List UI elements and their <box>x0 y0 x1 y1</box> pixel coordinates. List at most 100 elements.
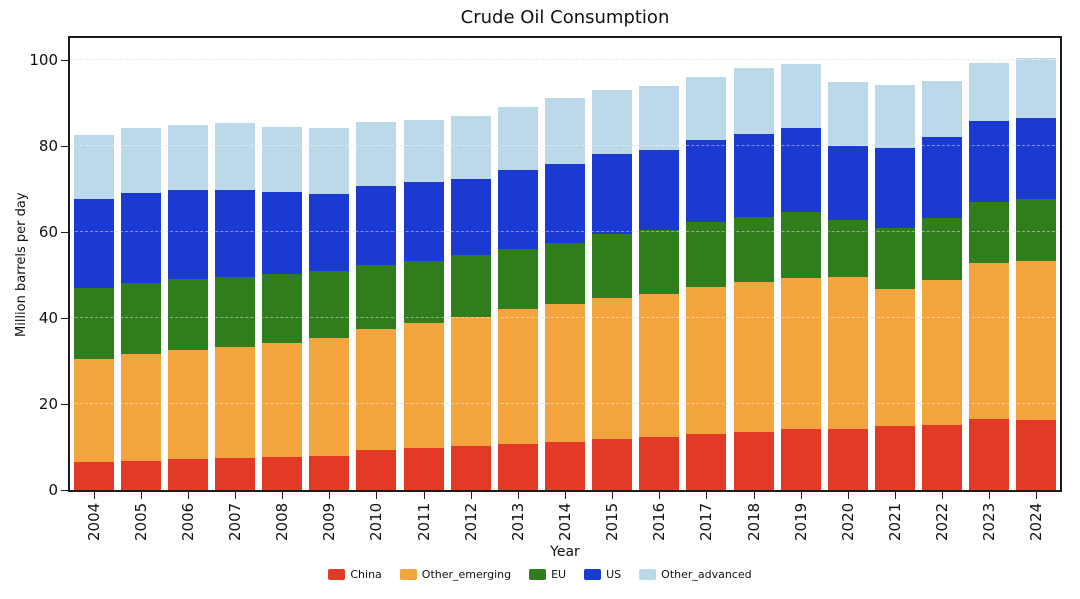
bar-segment-us <box>592 154 633 234</box>
bar-segment-us <box>403 182 444 261</box>
bar-column <box>164 38 211 490</box>
x-tick-mark <box>423 492 425 499</box>
bar-segment-other_emerging <box>686 286 727 435</box>
y-tick-label: 20 <box>38 394 58 413</box>
bar-segment-china <box>309 455 350 490</box>
x-tick-mark <box>93 492 95 499</box>
bar-segment-us <box>874 147 915 229</box>
legend-item: EU <box>529 568 566 581</box>
bar-segment-us <box>356 185 397 266</box>
x-tick-mark <box>565 492 566 499</box>
bar-column <box>919 38 966 490</box>
bar-segment-eu <box>686 221 727 287</box>
bar-segment-other_emerging <box>544 304 585 442</box>
bars-layer <box>70 38 1060 490</box>
x-tick-mark <box>187 492 189 499</box>
legend-item: Other_emerging <box>399 568 512 581</box>
legend-label: Other_emerging <box>421 568 512 581</box>
bar-segment-eu <box>827 219 868 277</box>
x-tick-label: 2008 <box>273 502 292 541</box>
x-tick-label: 2019 <box>791 502 810 541</box>
x-tick-mark <box>612 492 614 499</box>
bar-column <box>683 38 730 490</box>
y-tick-label: 40 <box>38 308 58 327</box>
x-tick-mark <box>235 492 236 499</box>
bar-segment-other_emerging <box>592 298 633 440</box>
bar-segment-other_advanced <box>874 84 915 148</box>
bar-segment-china <box>969 418 1010 490</box>
bar-segment-other_advanced <box>262 127 303 193</box>
bar-column <box>494 38 541 490</box>
bar-segment-china <box>403 448 444 490</box>
y-tick-mark <box>61 145 68 147</box>
bar-segment-us <box>922 137 963 218</box>
legend-item: China <box>328 568 382 581</box>
legend-label: China <box>350 568 382 581</box>
x-tick-label: 2011 <box>414 502 433 541</box>
legend-swatch <box>399 569 417 580</box>
bar-column <box>541 38 588 490</box>
bar-segment-china <box>356 450 397 490</box>
bar-segment-other_advanced <box>592 89 633 155</box>
bar-segment-us <box>73 199 114 288</box>
bar-column <box>1013 38 1060 490</box>
x-tick-label: 2014 <box>556 502 574 541</box>
bar-segment-china <box>262 456 303 490</box>
bar-segment-other_emerging <box>969 262 1010 419</box>
bar-segment-other_advanced <box>639 86 680 150</box>
x-tick-mark <box>470 492 472 499</box>
x-tick-mark <box>329 492 331 499</box>
bar-segment-other_emerging <box>874 288 915 427</box>
bar-segment-other_advanced <box>403 119 444 183</box>
legend-swatch <box>639 569 657 580</box>
bar-segment-china <box>874 426 915 490</box>
bar-segment-us <box>214 189 256 277</box>
bar-segment-eu <box>309 271 350 339</box>
x-axis-label: Year <box>550 544 580 560</box>
y-tick-label: 60 <box>38 222 58 241</box>
bar-segment-us <box>780 128 821 213</box>
bar-segment-eu <box>450 255 491 317</box>
y-tick-label: 80 <box>38 136 58 155</box>
bar-segment-other_advanced <box>780 63 821 129</box>
bar-column <box>70 38 117 490</box>
y-tick-label: 100 <box>29 50 58 69</box>
plot-area <box>68 36 1062 492</box>
y-tick-mark <box>61 403 68 405</box>
x-tick-mark <box>1036 492 1038 499</box>
bar-segment-other_emerging <box>780 277 821 429</box>
x-tick-label: 2024 <box>1027 502 1046 541</box>
x-tick-mark <box>753 492 755 499</box>
x-tick-label: 2022 <box>933 502 952 541</box>
bar-segment-other_advanced <box>922 81 963 138</box>
bar-segment-china <box>733 431 774 490</box>
y-tick-mark <box>61 59 68 61</box>
bar-segment-china <box>1016 419 1057 490</box>
bar-segment-us <box>120 193 161 284</box>
x-tick-label: 2013 <box>508 502 527 541</box>
bar-segment-us <box>827 145 868 220</box>
bar-segment-other_advanced <box>73 134 114 200</box>
bar-segment-us <box>450 179 491 256</box>
bar-column <box>400 38 447 490</box>
x-tick-label: 2012 <box>461 502 480 541</box>
bar-segment-other_emerging <box>922 279 963 425</box>
bar-segment-eu <box>356 265 397 330</box>
x-tick-label: 2017 <box>697 502 716 541</box>
bar-segment-eu <box>214 276 256 347</box>
x-tick-label: 2004 <box>84 502 103 541</box>
bar-segment-us <box>969 120 1010 203</box>
x-tick-label: 2023 <box>980 502 999 541</box>
bar-column <box>636 38 683 490</box>
x-tick-mark <box>517 492 519 499</box>
legend: China Other_emerging EU US Other_advanced <box>0 568 1080 581</box>
bar-segment-other_advanced <box>214 123 256 190</box>
bar-segment-other_emerging <box>733 282 774 432</box>
x-tick-mark <box>800 492 802 499</box>
bar-column <box>211 38 258 490</box>
bar-segment-china <box>120 460 161 490</box>
bar-segment-other_emerging <box>450 316 491 447</box>
bar-segment-china <box>827 428 868 490</box>
bar-column <box>306 38 353 490</box>
bar-segment-us <box>733 133 774 217</box>
